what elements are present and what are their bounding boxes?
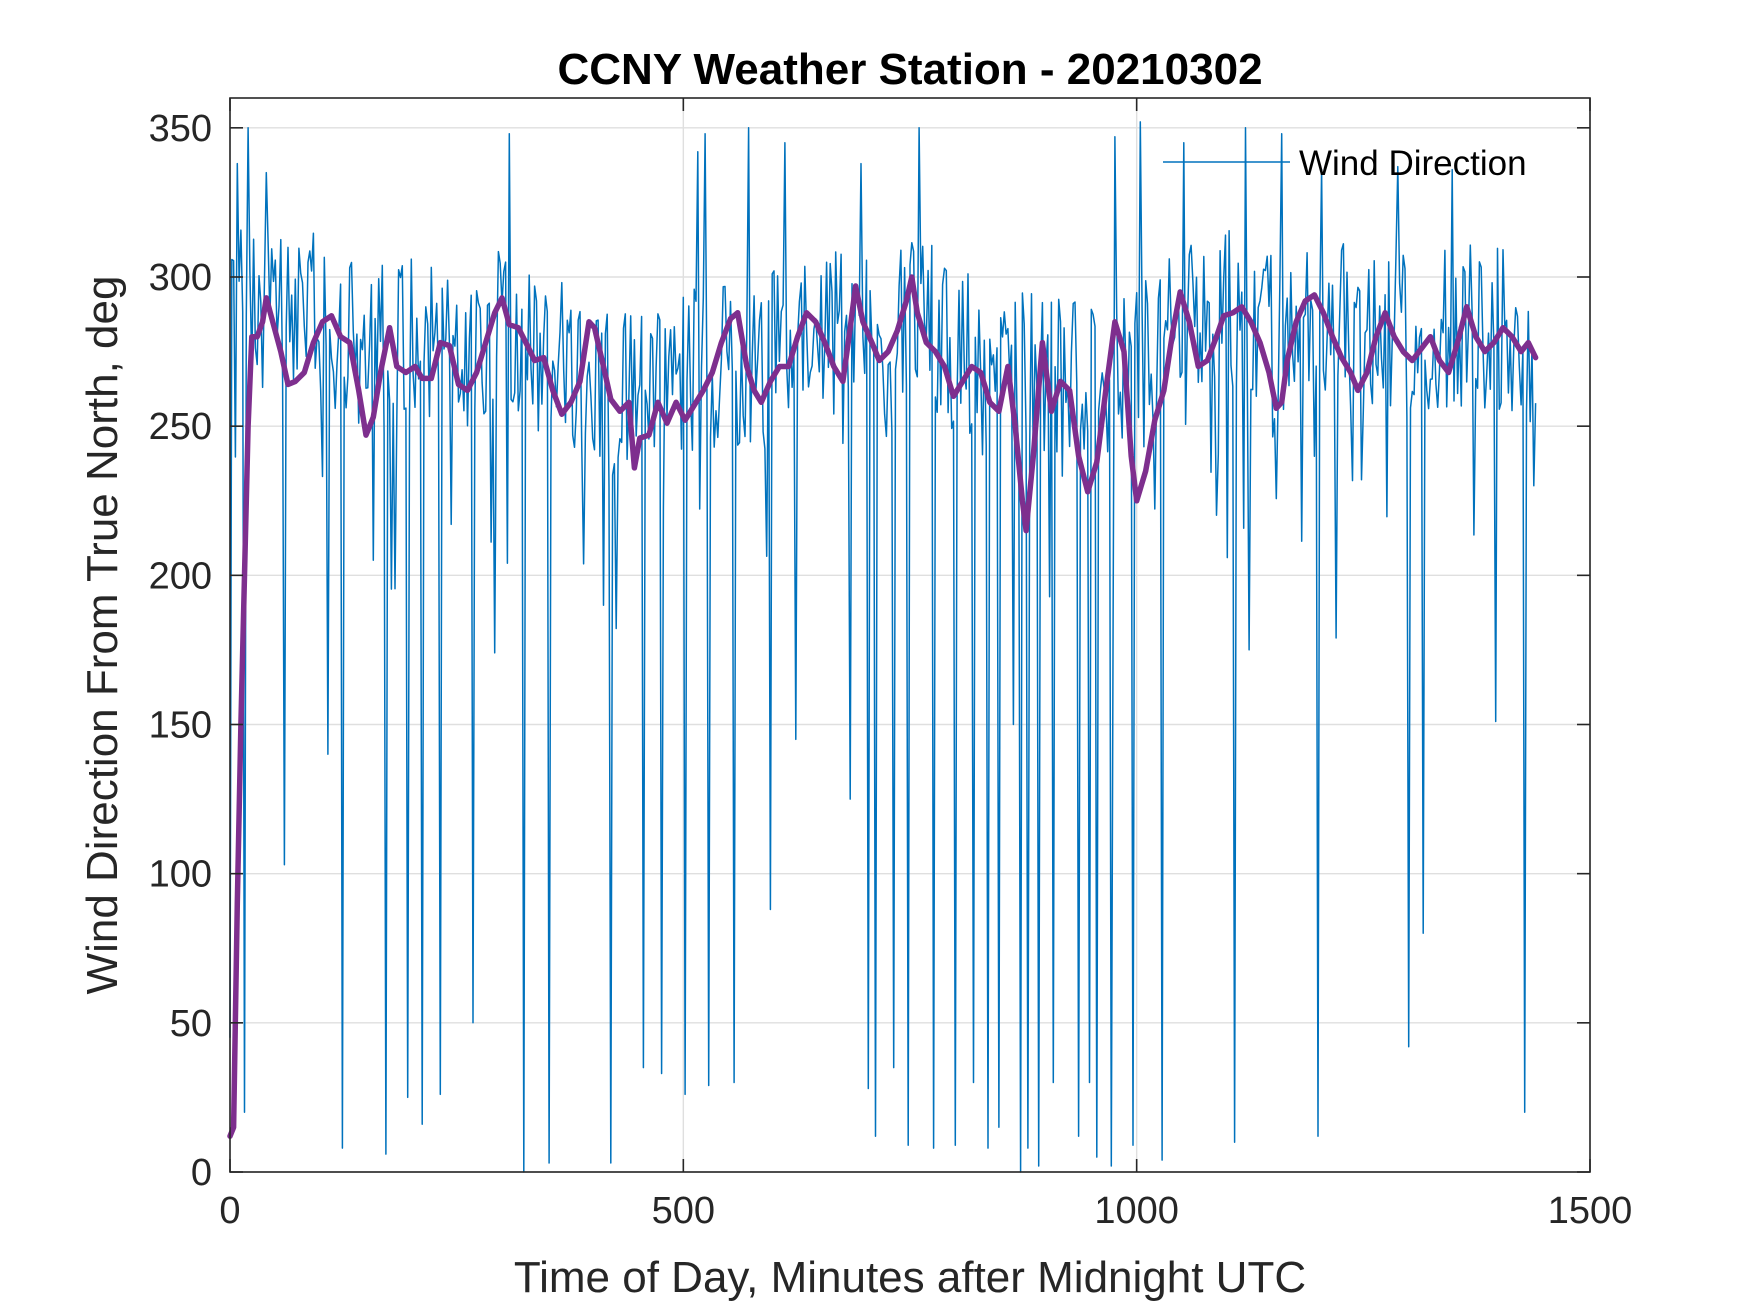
axes-frame	[229, 97, 1591, 1173]
x-axis-label: Time of Day, Minutes after Midnight UTC	[514, 1253, 1306, 1302]
y-axis-label: Wind Direction From True North, deg	[78, 276, 127, 995]
y-tick-label: 200	[149, 555, 212, 597]
y-tick-label: 100	[149, 854, 212, 896]
x-tick-label: 1000	[1094, 1190, 1179, 1232]
legend: Wind Direction	[1163, 144, 1527, 183]
x-tick-label: 500	[652, 1190, 715, 1232]
smoothed-wind-direction-line	[227, 274, 1539, 1139]
y-tick-label: 150	[149, 705, 212, 747]
y-tick-label: 50	[170, 1003, 212, 1045]
chart-title: CCNY Weather Station - 20210302	[557, 45, 1262, 94]
y-tick-label: 300	[149, 257, 212, 299]
x-tick-label: 1500	[1548, 1190, 1633, 1232]
y-tick-label: 250	[149, 406, 212, 448]
axis-ticks: 0 500 1000 1500 0 50 100 150 200 250 300 350	[149, 98, 1633, 1232]
y-tick-label: 0	[191, 1152, 212, 1194]
wind-direction-line	[229, 121, 1537, 1173]
plot-series	[227, 121, 1539, 1173]
x-tick-label: 0	[219, 1190, 240, 1232]
legend-label-wind-direction: Wind Direction	[1299, 144, 1527, 183]
y-tick-label: 350	[149, 108, 212, 150]
